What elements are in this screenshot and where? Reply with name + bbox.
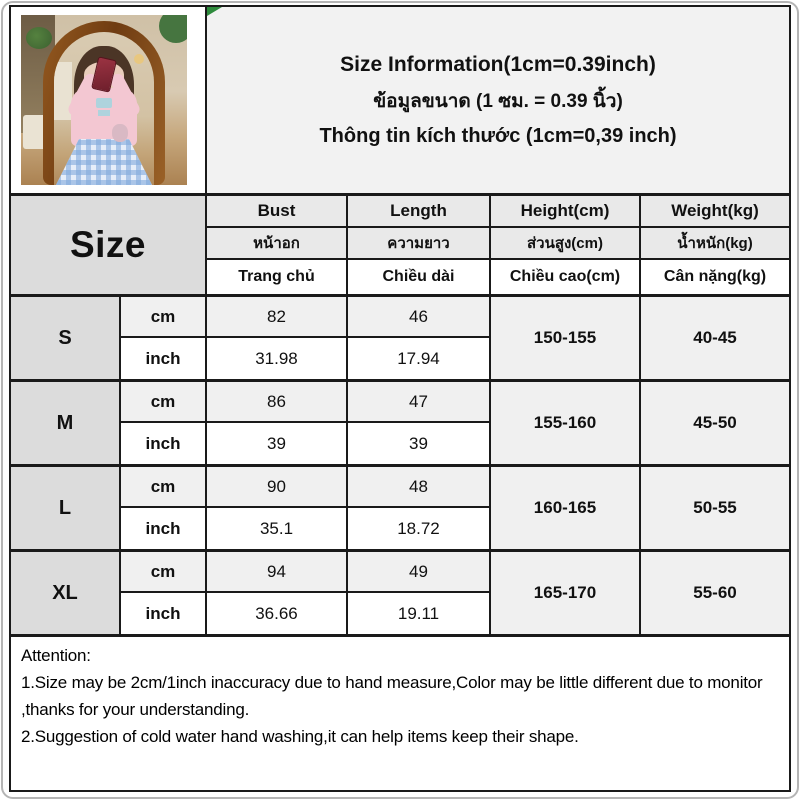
col-header-weight-vi: Cân nặng(kg) bbox=[641, 260, 789, 294]
length-inch-value: 18.72 bbox=[348, 508, 491, 549]
col-header-weight-th: น้ำหนัก(kg) bbox=[641, 228, 789, 260]
counter-reflection bbox=[54, 62, 72, 120]
col-header-length-en: Length bbox=[348, 196, 491, 228]
table-row-size-s: S cm 82 46 150-155 40-45 inch 31.98 17.9… bbox=[11, 297, 789, 382]
size-letter: L bbox=[11, 467, 121, 549]
lamp-reflection bbox=[134, 54, 144, 64]
length-cm-value: 48 bbox=[348, 467, 491, 508]
col-header-length-th: ความยาว bbox=[348, 228, 491, 260]
green-corner-decoration bbox=[207, 7, 222, 16]
bust-inch-value: 36.66 bbox=[207, 593, 348, 634]
height-value: 155-160 bbox=[491, 382, 641, 464]
length-inch-value: 39 bbox=[348, 423, 491, 464]
height-value: 165-170 bbox=[491, 552, 641, 634]
weight-value: 40-45 bbox=[641, 297, 789, 379]
col-header-height-en: Height(cm) bbox=[491, 196, 641, 228]
size-header-cell: Size bbox=[11, 196, 207, 294]
unit-label-inch: inch bbox=[121, 508, 207, 549]
col-header-height-vi: Chiều cao(cm) bbox=[491, 260, 641, 294]
bust-inch-value: 31.98 bbox=[207, 338, 348, 379]
attention-line-2: 2.Suggestion of cold water hand washing,… bbox=[21, 727, 579, 746]
plant-right bbox=[159, 15, 187, 43]
title-thai: ข้อมูลขนาด (1 ซม. = 0.39 นิ้ว) bbox=[373, 90, 623, 112]
size-table-frame: Size Information(1cm=0.39inch) ข้อมูลขนา… bbox=[9, 5, 791, 792]
top-section: Size Information(1cm=0.39inch) ข้อมูลขนา… bbox=[11, 7, 789, 196]
mirror-glass bbox=[54, 32, 154, 185]
bust-inch-value: 35.1 bbox=[207, 508, 348, 549]
col-header-bust-vi: Trang chủ bbox=[207, 260, 348, 294]
unit-label-cm: cm bbox=[121, 382, 207, 423]
bust-cm-value: 82 bbox=[207, 297, 348, 338]
length-inch-value: 17.94 bbox=[348, 338, 491, 379]
weight-value: 55-60 bbox=[641, 552, 789, 634]
model-mirror-selfie-photo bbox=[21, 15, 187, 185]
bust-cm-value: 94 bbox=[207, 552, 348, 593]
size-letter: M bbox=[11, 382, 121, 464]
height-value: 160-165 bbox=[491, 467, 641, 549]
plant-left bbox=[26, 27, 52, 49]
table-row-size-xl: XL cm 94 49 165-170 55-60 inch 36.66 19.… bbox=[11, 552, 789, 637]
ribbon-bow bbox=[96, 98, 112, 108]
unit-label-cm: cm bbox=[121, 297, 207, 338]
col-header-bust-en: Bust bbox=[207, 196, 348, 228]
col-header-bust-th: หน้าอก bbox=[207, 228, 348, 260]
wooden-mirror-frame bbox=[43, 21, 165, 185]
weight-value: 45-50 bbox=[641, 382, 789, 464]
title-cell: Size Information(1cm=0.39inch) ข้อมูลขนา… bbox=[207, 7, 789, 193]
col-header-length-vi: Chiều dài bbox=[348, 260, 491, 294]
table-row-size-l: L cm 90 48 160-165 50-55 inch 35.1 18.72 bbox=[11, 467, 789, 552]
attention-title: Attention: bbox=[21, 646, 91, 665]
length-inch-value: 19.11 bbox=[348, 593, 491, 634]
handbag bbox=[112, 124, 128, 142]
col-header-weight-en: Weight(kg) bbox=[641, 196, 789, 228]
bust-cm-value: 90 bbox=[207, 467, 348, 508]
attention-notes: Attention: 1.Size may be 2cm/1inch inacc… bbox=[11, 637, 789, 790]
unit-label-cm: cm bbox=[121, 552, 207, 593]
title-vietnamese: Thông tin kích thước (1cm=0,39 inch) bbox=[319, 124, 677, 147]
unit-label-cm: cm bbox=[121, 467, 207, 508]
attention-line-1: 1.Size may be 2cm/1inch inaccuracy due t… bbox=[21, 673, 763, 719]
height-value: 150-155 bbox=[491, 297, 641, 379]
bust-cm-value: 86 bbox=[207, 382, 348, 423]
weight-value: 50-55 bbox=[641, 467, 789, 549]
col-header-height-th: ส่วนสูง(cm) bbox=[491, 228, 641, 260]
plaid-skirt bbox=[56, 139, 152, 185]
size-letter: S bbox=[11, 297, 121, 379]
unit-label-inch: inch bbox=[121, 423, 207, 464]
length-cm-value: 47 bbox=[348, 382, 491, 423]
unit-label-inch: inch bbox=[121, 338, 207, 379]
bust-inch-value: 39 bbox=[207, 423, 348, 464]
length-cm-value: 46 bbox=[348, 297, 491, 338]
table-row-size-m: M cm 86 47 155-160 45-50 inch 39 39 bbox=[11, 382, 789, 467]
table-header: Size Bust Length Height(cm) Weight(kg) ห… bbox=[11, 196, 789, 297]
size-letter: XL bbox=[11, 552, 121, 634]
unit-label-inch: inch bbox=[121, 593, 207, 634]
product-photo-cell bbox=[11, 7, 207, 193]
title-english: Size Information(1cm=0.39inch) bbox=[340, 52, 656, 76]
length-cm-value: 49 bbox=[348, 552, 491, 593]
